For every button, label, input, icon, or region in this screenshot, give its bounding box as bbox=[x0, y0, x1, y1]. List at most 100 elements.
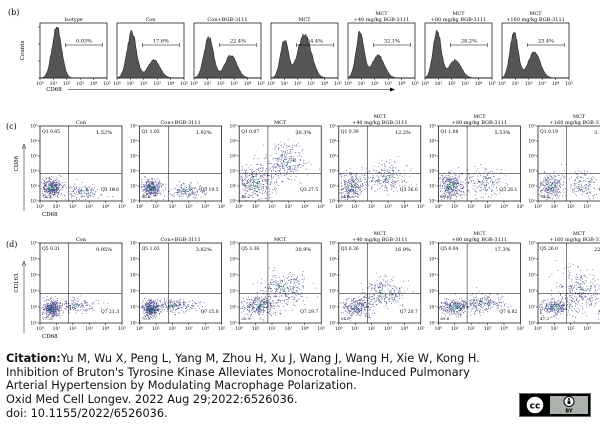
event-dot bbox=[177, 189, 179, 191]
event-dot bbox=[395, 181, 397, 183]
event-dot bbox=[442, 176, 443, 178]
event-dot bbox=[570, 184, 572, 186]
event-dot bbox=[145, 304, 147, 306]
event-dot bbox=[55, 300, 57, 302]
event-dot bbox=[183, 304, 185, 305]
event-dot bbox=[249, 311, 251, 313]
event-dot bbox=[92, 184, 94, 185]
event-dot bbox=[290, 160, 292, 162]
event-dot bbox=[198, 188, 200, 190]
event-dot bbox=[292, 144, 293, 146]
event-dot bbox=[291, 147, 293, 148]
event-dot bbox=[57, 184, 59, 186]
event-dot bbox=[561, 164, 562, 165]
event-dot bbox=[150, 186, 151, 187]
event-dot bbox=[153, 187, 155, 189]
event-dot bbox=[49, 178, 51, 180]
event-dot bbox=[46, 306, 48, 308]
event-dot bbox=[554, 181, 556, 183]
event-dot bbox=[248, 193, 250, 195]
event-dot bbox=[86, 304, 88, 306]
quadrant-lower-right-value: Q3 36.0 bbox=[400, 187, 418, 193]
event-dot bbox=[260, 176, 261, 177]
event-dot bbox=[541, 184, 543, 186]
event-dot bbox=[204, 188, 206, 189]
event-dot bbox=[72, 306, 74, 307]
event-dot bbox=[251, 180, 253, 181]
event-dot bbox=[277, 163, 279, 165]
event-dot bbox=[81, 187, 83, 188]
event-dot bbox=[166, 307, 168, 309]
event-dot bbox=[255, 310, 256, 312]
event-dot bbox=[171, 301, 173, 302]
event-dot bbox=[144, 315, 146, 317]
event-dot bbox=[159, 183, 161, 185]
event-dot bbox=[556, 190, 558, 192]
event-dot bbox=[286, 173, 287, 175]
event-dot bbox=[145, 188, 147, 190]
event-dot bbox=[163, 309, 165, 311]
event-dot bbox=[186, 186, 188, 188]
event-dot bbox=[279, 165, 281, 167]
event-dot bbox=[284, 161, 286, 163]
event-dot bbox=[588, 185, 589, 186]
event-dot bbox=[583, 186, 585, 188]
event-dot bbox=[55, 184, 57, 186]
event-dot bbox=[251, 192, 253, 193]
panel-b-xtick-label: 10¹ bbox=[512, 81, 520, 87]
event-dot bbox=[57, 197, 59, 198]
event-dot bbox=[351, 187, 352, 189]
event-dot bbox=[174, 304, 176, 306]
event-dot bbox=[265, 179, 267, 180]
event-dot bbox=[547, 189, 549, 190]
event-dot bbox=[291, 169, 293, 171]
event-dot bbox=[149, 185, 150, 187]
event-dot bbox=[295, 168, 297, 170]
event-dot bbox=[195, 303, 197, 304]
event-dot bbox=[91, 187, 93, 189]
event-dot bbox=[354, 192, 356, 194]
event-dot bbox=[259, 310, 261, 312]
event-dot bbox=[544, 180, 546, 182]
event-dot bbox=[586, 192, 587, 194]
event-dot bbox=[150, 194, 152, 195]
event-dot bbox=[157, 187, 159, 189]
event-dot bbox=[48, 312, 50, 314]
event-dot bbox=[191, 308, 193, 310]
event-dot bbox=[94, 193, 95, 195]
event-dot bbox=[152, 181, 154, 183]
event-dot bbox=[302, 292, 303, 294]
event-dot bbox=[548, 187, 550, 189]
event-dot bbox=[156, 192, 158, 194]
event-dot bbox=[66, 303, 67, 304]
event-dot bbox=[192, 190, 193, 191]
event-dot bbox=[486, 190, 488, 191]
event-dot bbox=[589, 184, 591, 186]
event-dot bbox=[452, 194, 453, 196]
histogram-area bbox=[424, 29, 492, 79]
event-dot bbox=[460, 188, 462, 189]
event-dot bbox=[259, 171, 261, 173]
event-dot bbox=[146, 314, 148, 316]
event-dot bbox=[272, 270, 274, 272]
event-dot bbox=[167, 302, 169, 304]
event-dot bbox=[485, 187, 486, 189]
event-dot bbox=[284, 279, 286, 281]
event-dot bbox=[69, 187, 70, 189]
event-dot bbox=[393, 181, 395, 183]
event-dot bbox=[499, 181, 501, 183]
event-dot bbox=[148, 303, 150, 305]
event-dot bbox=[557, 195, 558, 197]
event-dot bbox=[301, 150, 303, 152]
event-dot bbox=[344, 184, 346, 186]
event-dot bbox=[474, 182, 475, 184]
event-dot bbox=[296, 144, 297, 146]
event-dot bbox=[177, 308, 178, 310]
event-dot bbox=[143, 189, 144, 191]
event-dot bbox=[172, 302, 174, 304]
event-dot bbox=[350, 197, 352, 199]
event-dot bbox=[485, 184, 487, 186]
event-dot bbox=[374, 180, 376, 182]
event-dot bbox=[253, 177, 254, 178]
event-dot bbox=[179, 302, 180, 304]
